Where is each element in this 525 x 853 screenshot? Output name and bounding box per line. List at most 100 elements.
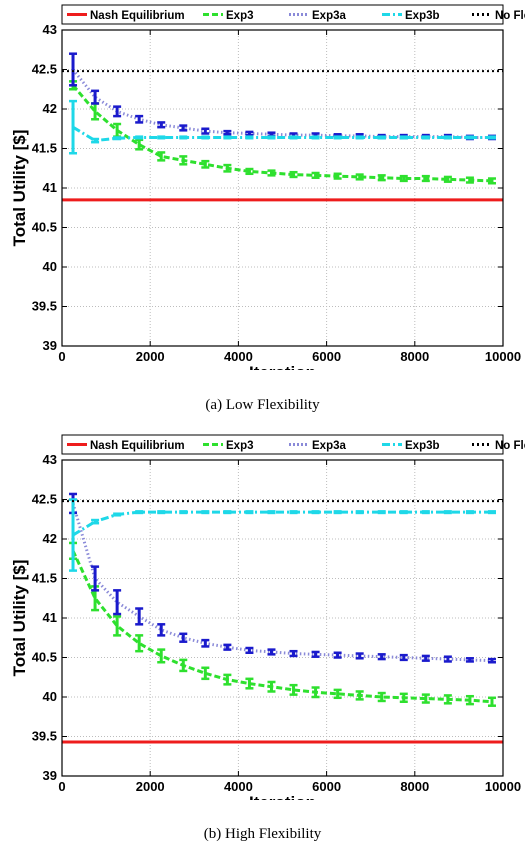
y-axis-label: Total Utility [$] [10,560,29,677]
error-bar-exp3 [399,174,408,183]
error-bar-exp3 [465,176,474,184]
legend: Nash Equilibrium Exp3 Exp3a Exp3b No Flexibi… [61,4,525,25]
error-bar-exp3 [157,648,166,664]
error-bar-exp3 [465,694,474,706]
legend-label: Exp3 [226,440,254,452]
error-bar-exp3b [179,510,188,515]
legend-label: Exp3 [226,10,254,22]
y-axis-label: Total Utility [$] [10,130,29,247]
y-tick-label: 42.5 [32,62,57,77]
error-bar-exp3 [443,175,452,183]
error-bar-exp3 [333,688,342,700]
x-tick-label: 6000 [312,779,341,794]
x-tick-label: 10000 [485,349,521,364]
caption-low-flexibility: (a) Low Flexibility [205,397,320,413]
error-bar-exp3a [443,655,452,663]
x-tick-label: 4000 [224,779,253,794]
error-bar-exp3b [69,498,78,572]
error-bar-exp3 [113,122,122,138]
error-bar-exp3b [157,510,166,515]
grid [62,460,503,776]
error-bar-exp3b [399,135,408,140]
error-bar-exp3b [267,510,276,515]
error-bar-exp3 [223,673,232,686]
y-tick-label: 39 [43,338,57,353]
error-bar-exp3b [267,135,276,140]
error-bar-exp3b [377,510,386,515]
x-tick-label: 2000 [136,779,165,794]
error-bar-exp3b [399,510,408,515]
error-bar-exp3a [311,650,320,658]
error-bar-exp3 [333,172,342,180]
x-tick-label: 8000 [400,349,429,364]
legend-label: Exp3a [312,440,346,452]
error-bar-exp3b [289,135,298,140]
series-line-exp3a [71,503,493,663]
error-bar-exp3a [267,648,276,656]
error-bar-exp3a [91,89,100,105]
y-tick-label: 42 [43,101,57,116]
error-bar-exp3b [91,518,100,525]
chart-low-flexibility: 0 2000 4000 6000 8000 10000 39 39.5 40 40.5 41 41.5… [10,4,525,370]
x-tick-label: 2000 [136,349,165,364]
error-bar-exp3a [487,657,496,664]
error-bar-exp3 [421,693,430,704]
error-bar-exp3 [223,163,232,173]
error-bar-exp3 [289,170,298,179]
y-tick-label: 42.5 [32,492,57,507]
error-bar-exp3b [91,137,100,144]
error-bar-exp3b [113,512,122,517]
error-bar-exp3b [113,136,122,141]
error-bar-exp3 [421,174,430,183]
error-bar-exp3b [223,510,232,515]
error-bar-exp3b [421,135,430,140]
legend-label: Exp3b [405,440,440,452]
error-bar-exp3b [355,135,364,140]
error-bar-exp3b [465,135,474,140]
error-bar-exp3b [69,99,78,155]
error-bar-exp3 [267,680,276,693]
error-bar-exp3a [91,565,100,592]
error-bar-exp3b [487,135,496,140]
legend-label: Nash Equilibrium [90,440,185,452]
error-bar-exp3a [113,105,122,118]
error-bar-exp3 [487,177,496,185]
error-bar-exp3 [245,677,254,690]
error-bar-exp3a [157,623,166,637]
error-bar-exp3b [201,510,210,515]
error-bar-exp3 [135,138,144,151]
legend-box [61,4,504,25]
series-line-exp3b [72,510,492,537]
error-bar-exp3a [157,121,166,129]
error-bar-exp3b [223,135,232,140]
error-bar-exp3b [311,510,320,515]
error-bar-exp3b [377,135,386,140]
legend-label: Nash Equilibrium [90,10,185,22]
x-tick-label: 6000 [312,349,341,364]
error-bar-exp3 [267,169,276,177]
y-tick-label: 39 [43,768,57,783]
error-bar-exp3b [443,135,452,140]
error-bar-exp3 [377,691,386,703]
y-tick-label: 39.5 [32,729,57,744]
error-bar-exp3b [157,135,166,140]
error-bar-exp3 [201,666,210,681]
error-bar-exp3b [333,135,342,140]
error-bar-exp3 [311,686,320,699]
y-tick-label: 41.5 [32,571,57,586]
error-bar-exp3b [179,135,188,140]
legend-label: No Flexibility [495,10,525,22]
error-bar-exp3 [443,694,452,705]
error-bar-exp3 [201,159,210,169]
error-bar-exp3a [179,124,188,132]
error-bar-exp3 [311,171,320,179]
y-tick-label: 40.5 [32,650,57,665]
error-bar-exp3 [377,174,386,182]
error-bar-exp3 [179,658,188,673]
error-bar-exp3b [245,510,254,515]
error-bar-exp3b [245,135,254,140]
error-bar-exp3 [179,155,188,166]
error-bar-exp3a [377,653,386,661]
series-line-exp3a [71,68,492,139]
error-bar-exp3a [135,607,144,626]
